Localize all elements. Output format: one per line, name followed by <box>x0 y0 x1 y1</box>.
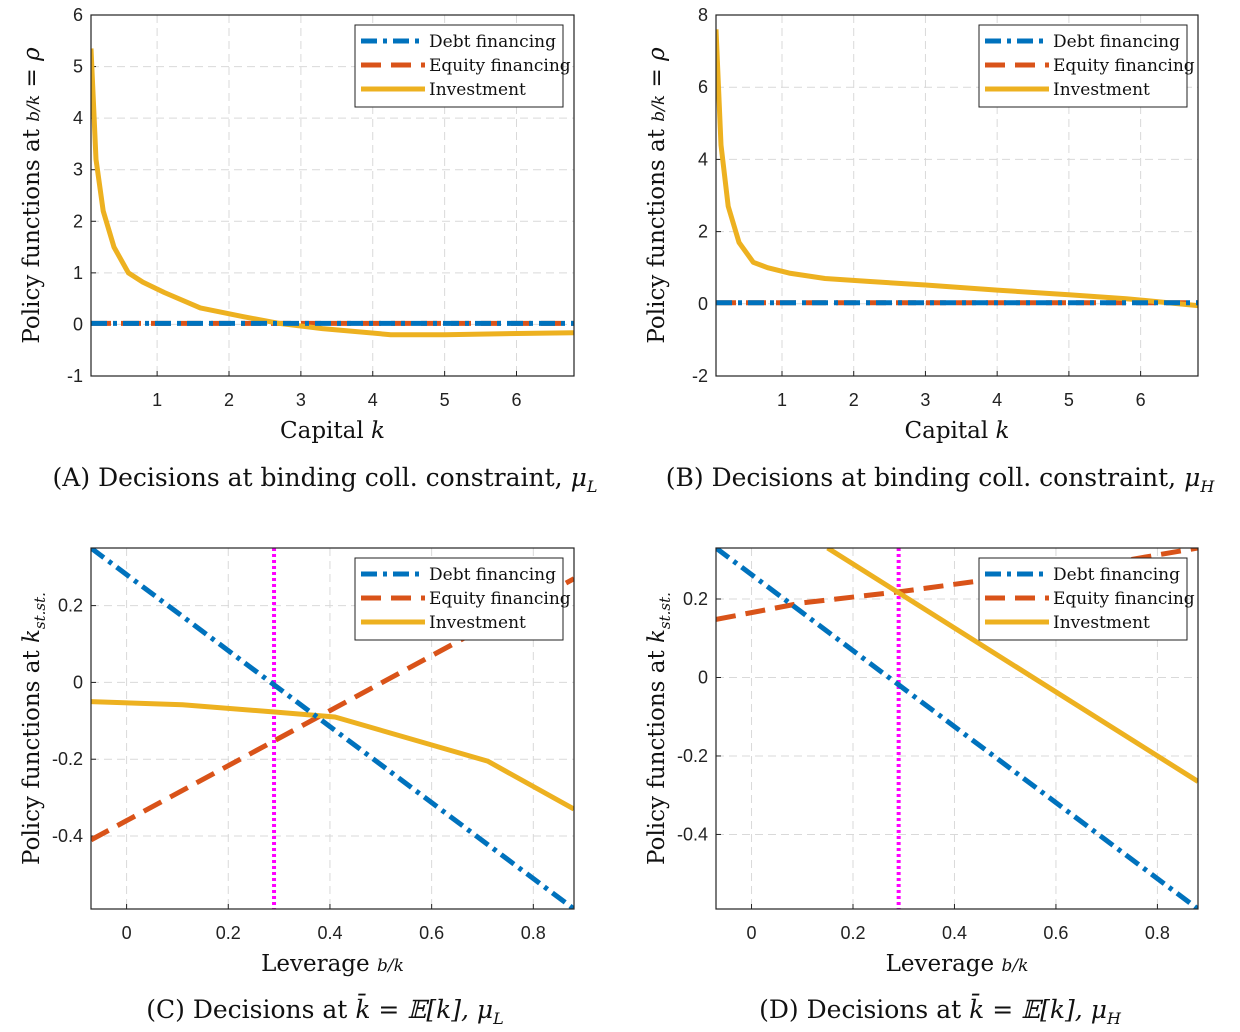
x-tick-label: 0.2 <box>840 923 865 943</box>
legend-label: Equity financing <box>1053 589 1195 609</box>
x-tick-label: 0.8 <box>1145 923 1170 943</box>
x-tick-label: 3 <box>296 390 306 410</box>
x-axis-label: Capital k <box>905 418 1010 444</box>
x-tick-label: 0.6 <box>1043 923 1068 943</box>
x-tick-label: 0.4 <box>317 923 342 943</box>
x-tick-label: 2 <box>849 390 859 410</box>
y-tick-label: -1 <box>67 366 83 386</box>
series-line-debt-financing <box>716 548 1198 909</box>
y-tick-label: 0 <box>73 672 83 692</box>
legend-box <box>354 24 564 108</box>
y-tick-label: 0.2 <box>58 596 83 616</box>
series-line-investment <box>91 699 574 812</box>
axes-frame <box>90 14 575 377</box>
y-tick-label: -0.4 <box>677 824 708 844</box>
legend-label: Equity financing <box>1053 56 1195 76</box>
x-tick-label: 0.4 <box>942 923 967 943</box>
legend-label: Investment <box>429 80 526 100</box>
legend-label: Debt financing <box>1053 32 1180 52</box>
axes-frame <box>90 547 575 910</box>
legend: Debt financing Equity financing Investment <box>978 24 1195 108</box>
y-tick-label: -0.2 <box>52 749 83 769</box>
x-axis-label: Leverage b/k <box>886 951 1029 977</box>
x-tick-label: 3 <box>920 390 930 410</box>
axes-frame <box>715 547 1199 910</box>
x-tick-label: 0 <box>747 923 757 943</box>
y-tick-label: 0 <box>698 667 708 687</box>
y-tick-label: 2 <box>698 222 708 242</box>
x-tick-label: 5 <box>1064 390 1074 410</box>
axes-frame <box>715 14 1199 377</box>
series-line-investment <box>826 548 1198 784</box>
x-tick-label: 1 <box>777 390 787 410</box>
panel-caption-a: (A) Decisions at binding coll. constrain… <box>52 463 598 496</box>
legend-label: Equity financing <box>429 589 571 609</box>
y-tick-label: 0.2 <box>683 589 708 609</box>
chart-panel-c: 0 0.2 0.4 0.6 0.8 -0.4 -0.2 0 0.2 Debt financing E… <box>19 547 575 977</box>
y-tick-label: 1 <box>73 263 83 283</box>
panel-caption-b: (B) Decisions at binding coll. constrain… <box>665 463 1215 496</box>
y-tick-label: 2 <box>73 211 83 231</box>
y-tick-label: 5 <box>73 57 83 77</box>
series-line-investment <box>716 29 1198 309</box>
panel-caption-d: (D) Decisions at k̄ = 𝔼[k], μH <box>759 995 1121 1028</box>
legend-label: Equity financing <box>429 56 571 76</box>
legend: Debt financing Equity financing Investment <box>978 557 1195 641</box>
x-tick-label: 1 <box>152 390 162 410</box>
y-tick-label: 6 <box>698 77 708 97</box>
x-tick-label: 4 <box>368 390 378 410</box>
chart-panel-b: 1 2 3 4 5 6 -2 0 2 4 6 8 Debt financing Equity financ… <box>644 5 1199 444</box>
legend-label: Debt financing <box>429 32 556 52</box>
series-line-investment <box>91 48 574 338</box>
y-tick-label: 3 <box>73 160 83 180</box>
y-tick-label: -2 <box>692 366 708 386</box>
legend-label: Investment <box>1053 613 1150 633</box>
y-tick-label: 0 <box>698 294 708 314</box>
panel-caption-c: (C) Decisions at k̄ = 𝔼[k], μL <box>146 995 504 1028</box>
y-tick-label: -0.2 <box>677 746 708 766</box>
y-axis-label: Policy functions at b/k = ρ <box>19 47 45 344</box>
x-tick-label: 5 <box>440 390 450 410</box>
y-axis-label: Policy functions at b/k = ρ <box>644 47 670 344</box>
legend-label: Investment <box>429 613 526 633</box>
y-tick-label: 8 <box>698 5 708 25</box>
x-tick-label: 2 <box>224 390 234 410</box>
x-axis-label: Leverage b/k <box>261 951 404 977</box>
x-tick-label: 0.8 <box>521 923 546 943</box>
legend-label: Debt financing <box>429 565 556 585</box>
y-tick-label: -0.4 <box>52 826 83 846</box>
x-tick-label: 0 <box>122 923 132 943</box>
series-line-debt-financing <box>91 548 574 909</box>
x-tick-label: 6 <box>511 390 521 410</box>
chart-panel-d: 0 0.2 0.4 0.6 0.8 -0.4 -0.2 0 0.2 Debt financing E… <box>644 547 1199 977</box>
series-line-equity-financing <box>716 548 1198 622</box>
legend: Debt financing Equity financing Investment <box>354 557 571 641</box>
chart-panel-a: 1 2 3 4 5 6 -1 0 1 2 3 4 5 6 Debt financing Equity fina… <box>19 5 575 444</box>
legend-box <box>978 557 1188 641</box>
x-axis-label: Capital k <box>280 418 385 444</box>
legend-label: Debt financing <box>1053 565 1180 585</box>
legend: Debt financing Equity financing Investment <box>354 24 571 108</box>
x-tick-label: 4 <box>992 390 1002 410</box>
y-tick-label: 0 <box>73 314 83 334</box>
legend-box <box>354 557 564 641</box>
legend-label: Investment <box>1053 80 1150 100</box>
y-axis-label: Policy functions at kst.st. <box>19 592 49 865</box>
x-tick-label: 0.6 <box>419 923 444 943</box>
y-tick-label: 4 <box>698 149 708 169</box>
x-tick-label: 6 <box>1136 390 1146 410</box>
legend-box <box>978 24 1188 108</box>
y-tick-label: 4 <box>73 108 83 128</box>
x-tick-label: 0.2 <box>216 923 241 943</box>
y-tick-label: 6 <box>73 5 83 25</box>
y-axis-label: Policy functions at kst.st. <box>644 592 674 865</box>
